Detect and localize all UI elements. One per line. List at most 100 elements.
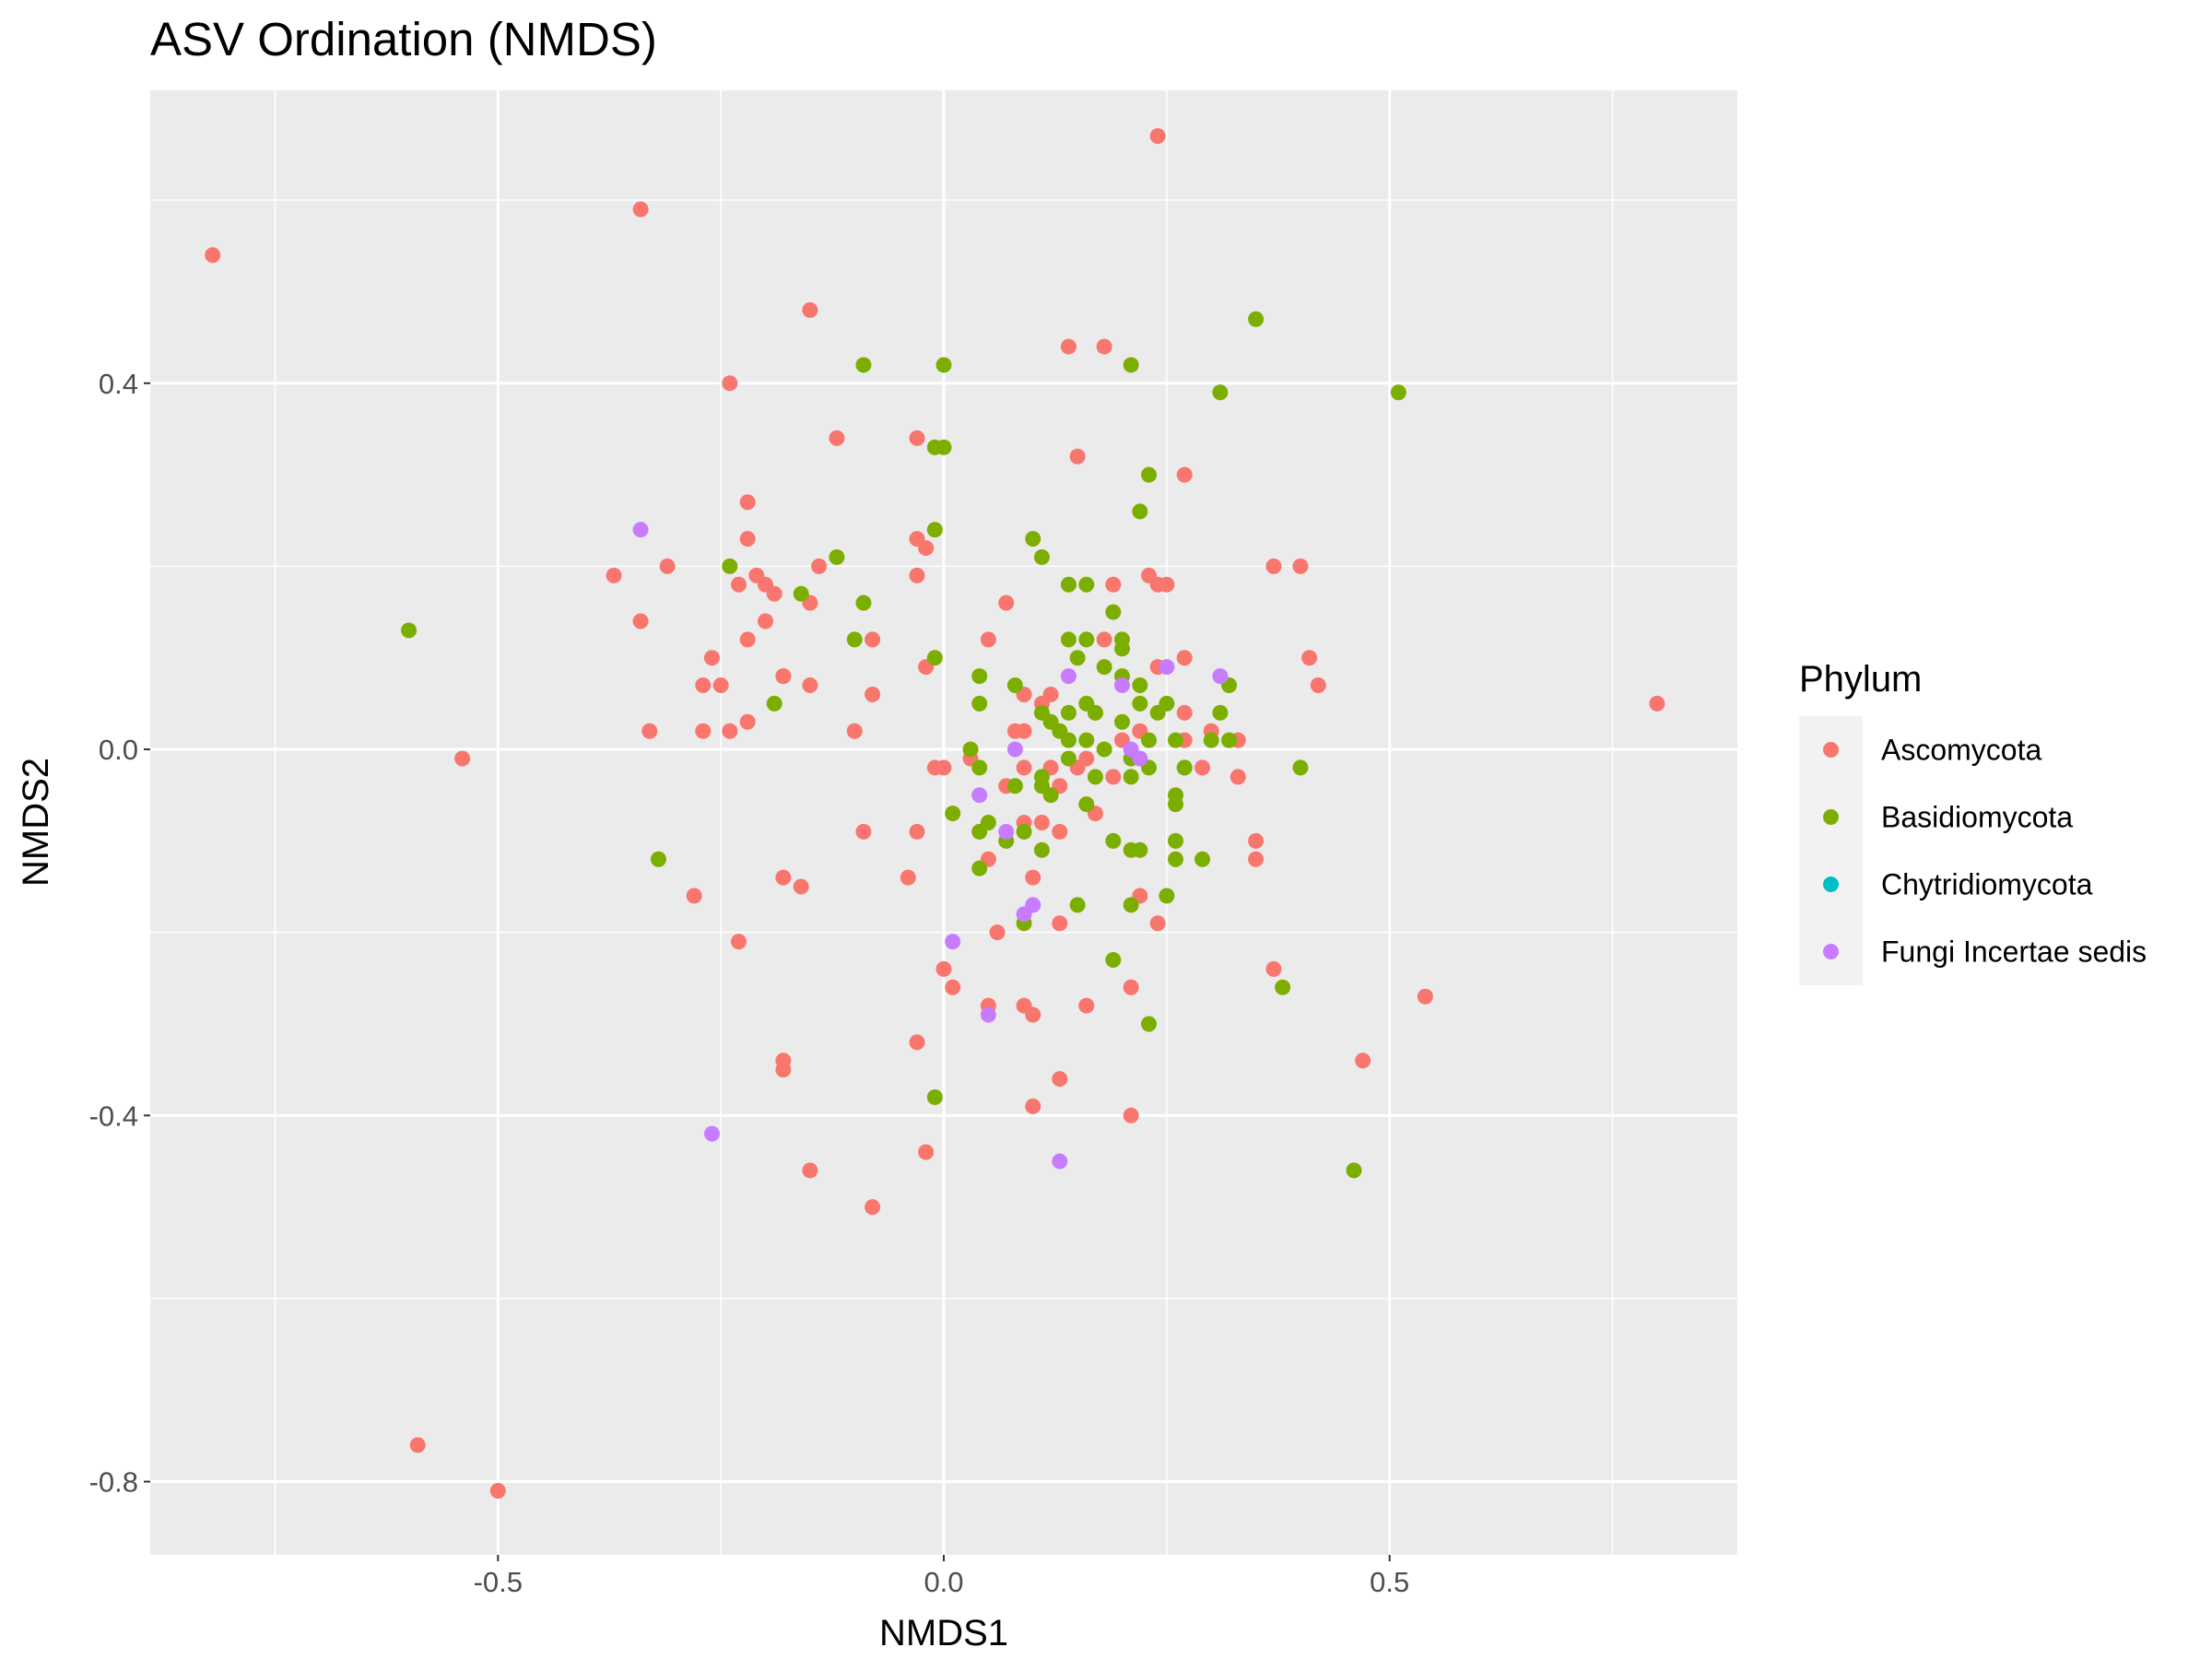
point-basidiomycota [1123,769,1139,785]
point-ascomycota [900,869,916,886]
point-ascomycota [1301,650,1318,666]
point-basidiomycota [793,585,809,602]
point-ascomycota [739,713,756,730]
legend-symbol-ascomycota [1823,742,1839,758]
chart-title: ASV Ordination (NMDS) [150,13,657,65]
point-basidiomycota [1105,604,1122,620]
point-basidiomycota [1078,796,1095,813]
y-tick-label: -0.8 [89,1466,138,1499]
point-ascomycota [802,1162,818,1179]
point-ascomycota [1248,851,1265,867]
point-ascomycota [909,823,925,840]
point-ascomycota [1096,338,1112,355]
y-axis-ticks: -0.8 -0.4 0.0 0.4 [89,368,150,1499]
point-basidiomycota [1390,384,1406,401]
point-ascomycota [1025,1098,1041,1114]
point-ascomycota [1105,769,1122,785]
point-ascomycota [829,429,845,446]
point-ascomycota [1355,1053,1371,1069]
point-basidiomycota [1203,732,1219,748]
point-basidiomycota [1141,466,1158,483]
point-ascomycota [980,631,996,648]
point-fungi-incertae-sedis [1052,1153,1068,1170]
point-ascomycota [909,567,925,583]
point-ascomycota [1069,448,1086,465]
point-fungi-incertae-sedis [1132,750,1148,767]
point-basidiomycota [1060,750,1077,767]
legend-label-ascomycota: Ascomycota [1881,734,2041,767]
point-basidiomycota [1123,897,1139,913]
point-ascomycota [811,558,828,574]
point-ascomycota [1149,915,1166,932]
point-basidiomycota [962,741,979,758]
point-basidiomycota [846,631,863,648]
point-basidiomycota [1132,677,1148,694]
legend-symbol-basidiomycota [1823,809,1839,825]
point-fungi-incertae-sedis [703,1125,720,1142]
point-ascomycota [855,823,872,840]
x-tick-label: -0.5 [474,1566,523,1598]
point-basidiomycota [1025,531,1041,547]
point-basidiomycota [1132,503,1148,520]
point-basidiomycota [1006,677,1023,694]
point-ascomycota [659,558,676,574]
point-ascomycota [1292,558,1309,574]
point-ascomycota [712,677,729,694]
point-ascomycota [454,750,471,767]
point-ascomycota [205,247,221,264]
point-basidiomycota [1042,787,1059,804]
point-basidiomycota [1248,311,1265,327]
point-ascomycota [918,1144,935,1160]
point-ascomycota [802,301,818,318]
point-ascomycota [730,576,747,593]
point-basidiomycota [1105,951,1122,968]
legend-symbol-fungi-incertae-sedis [1823,944,1839,959]
point-basidiomycota [1123,357,1139,373]
point-basidiomycota [1113,641,1130,657]
point-basidiomycota [1212,384,1229,401]
point-basidiomycota [855,594,872,611]
point-ascomycota [606,567,622,583]
point-ascomycota [1025,869,1041,886]
point-basidiomycota [1105,832,1122,849]
point-basidiomycota [1113,713,1130,730]
point-basidiomycota [1141,732,1158,748]
y-tick-label: -0.4 [89,1100,138,1132]
point-basidiomycota [1078,576,1095,593]
point-ascomycota [935,960,952,977]
point-basidiomycota [1087,704,1103,721]
point-basidiomycota [1060,576,1077,593]
point-basidiomycota [1212,704,1229,721]
point-basidiomycota [1060,631,1077,648]
point-basidiomycota [1168,832,1184,849]
point-ascomycota [739,494,756,511]
x-axis-title: NMDS1 [879,1613,1008,1653]
point-basidiomycota [1132,841,1148,858]
point-ascomycota [1052,823,1068,840]
point-basidiomycota [926,650,943,666]
point-ascomycota [632,201,649,218]
point-basidiomycota [766,695,782,712]
point-ascomycota [1052,915,1068,932]
point-basidiomycota [935,357,952,373]
point-ascomycota [1176,650,1193,666]
point-ascomycota [641,723,658,739]
point-basidiomycota [1006,778,1023,794]
point-basidiomycota [1016,823,1032,840]
point-basidiomycota [971,860,988,877]
point-ascomycota [632,613,649,629]
x-tick-label: 0.5 [1370,1566,1409,1598]
point-ascomycota [695,677,712,694]
point-fungi-incertae-sedis [1060,668,1077,685]
point-basidiomycota [1292,759,1309,776]
point-ascomycota [1310,677,1326,694]
point-basidiomycota [1275,979,1291,995]
point-basidiomycota [935,439,952,455]
point-fungi-incertae-sedis [945,934,961,950]
point-basidiomycota [1159,888,1175,904]
y-axis-title: NMDS2 [16,758,56,887]
legend-label-basidiomycota: Basidiomycota [1881,801,2073,834]
point-basidiomycota [1069,897,1086,913]
point-fungi-incertae-sedis [1212,668,1229,685]
